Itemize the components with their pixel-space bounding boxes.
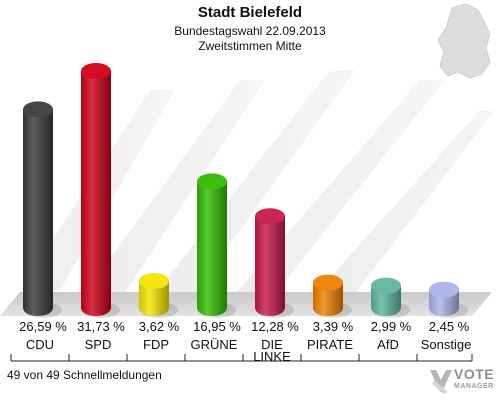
bar-pirate (313, 274, 352, 318)
category-label-fdp: FDP (143, 337, 169, 352)
category-label-spd: SPD (85, 337, 112, 352)
germany-map-icon (437, 3, 491, 79)
vote-manager-logo: VOTE MANAGER (428, 364, 500, 398)
bar-gr-ne (197, 173, 236, 318)
bar-sonstige (429, 281, 468, 318)
logo-text-bottom: MANAGER (454, 383, 494, 390)
bar-fdp (139, 272, 178, 318)
category-label-pirate: PIRATE (307, 337, 353, 352)
value-label-die-linke: 12,28 % (251, 319, 299, 334)
title: Stadt Bielefeld (197, 4, 303, 21)
category-label-die-linke: DIE LINKE (253, 337, 291, 364)
footer-status: 49 von 49 Schnellmeldungen (7, 368, 162, 382)
value-label-fdp: 3,62 % (139, 319, 180, 334)
value-label-spd: 31,73 % (77, 319, 125, 334)
bar-die-linke (255, 208, 294, 318)
background-decoration (0, 3, 495, 316)
category-label-gr-ne: GRÜNE (191, 337, 238, 352)
category-axis: CDU SPD FDP GRÜNE DIE LINKE PIRATE AfD Sonstige (10, 337, 473, 364)
bar-cdu (23, 101, 62, 318)
value-label-afd: 2,99 % (371, 319, 412, 334)
logo-text-top: VOTE (454, 366, 495, 382)
subtitle-district: Zweitstimmen Mitte (198, 39, 302, 53)
value-label-gr-ne: 16,95 % (193, 319, 241, 334)
chart-floor (0, 292, 492, 316)
bar-afd (371, 277, 410, 318)
value-label-pirate: 3,39 % (313, 319, 354, 334)
value-label-sonstige: 2,45 % (429, 319, 470, 334)
subtitle-election: Bundestagswahl 22.09.2013 (174, 24, 326, 38)
category-label-cdu: CDU (26, 337, 54, 352)
category-label-sonstige: Sonstige (421, 337, 472, 352)
category-label-afd: AfD (377, 337, 399, 352)
bar-spd (81, 63, 120, 318)
value-label-cdu: 26,59 % (19, 319, 67, 334)
